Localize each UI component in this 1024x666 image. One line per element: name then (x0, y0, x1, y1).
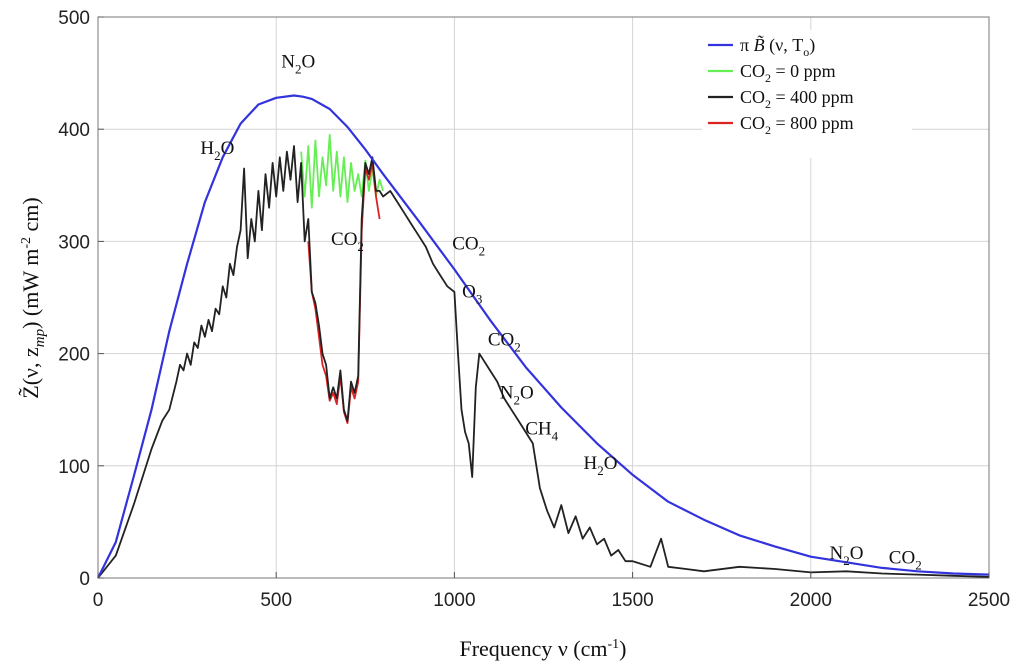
x-tick-label: 1500 (611, 590, 653, 611)
series-line-planck (97, 94, 990, 579)
annotation-label: N2O (281, 51, 315, 76)
x-tick-label: 2000 (790, 590, 832, 611)
legend-box (702, 30, 912, 158)
x-tick-label: 0 (93, 590, 104, 611)
legend-label-co2_0: CO2 = 0 ppm (740, 61, 836, 85)
annotation-label: N2O (500, 382, 534, 407)
plot-frame (97, 16, 990, 579)
series-line-co2_400 (97, 145, 990, 579)
x-tick-label: 1000 (433, 590, 475, 611)
y-tick-label: 0 (79, 569, 90, 590)
ticks: 0 500 1000 1500 2000 2500 0 100 200 300 400 500 (58, 8, 1010, 611)
annotation-label: CO2 (488, 330, 521, 355)
annotation-label: H2O (584, 453, 618, 478)
series-layer (97, 94, 990, 579)
y-tick-label: 200 (58, 345, 90, 366)
y-tick-label: 100 (58, 457, 90, 478)
annotation-label: CH4 (525, 418, 558, 443)
x-tick-label: 500 (260, 590, 292, 611)
annotation-label: H2O (200, 138, 234, 163)
annotation-label: CO2 (889, 547, 922, 572)
annotation-label: O3 (462, 282, 482, 307)
y-tick-label: 500 (58, 8, 90, 29)
series-line-co2_0 (300, 133, 384, 209)
legend-label-planck: π B̃ (ν, To) (740, 35, 815, 59)
annotation-label: CO2 (331, 229, 364, 254)
legend-label-co2_400: CO2 = 400 ppm (740, 87, 854, 111)
annotation-label: N2O (829, 543, 863, 568)
y-tick-label: 300 (58, 232, 90, 253)
annotation-label: CO2 (452, 233, 485, 258)
x-axis-label: Frequency ν (cm-1) (459, 636, 626, 661)
y-tick-label: 400 (58, 120, 90, 141)
y-axis-label: Z̃(ν, zmp) (mW m-2 cm) (18, 197, 48, 398)
x-tick-label: 2500 (968, 590, 1010, 611)
legend-label-co2_800: CO2 = 800 ppm (740, 113, 854, 137)
